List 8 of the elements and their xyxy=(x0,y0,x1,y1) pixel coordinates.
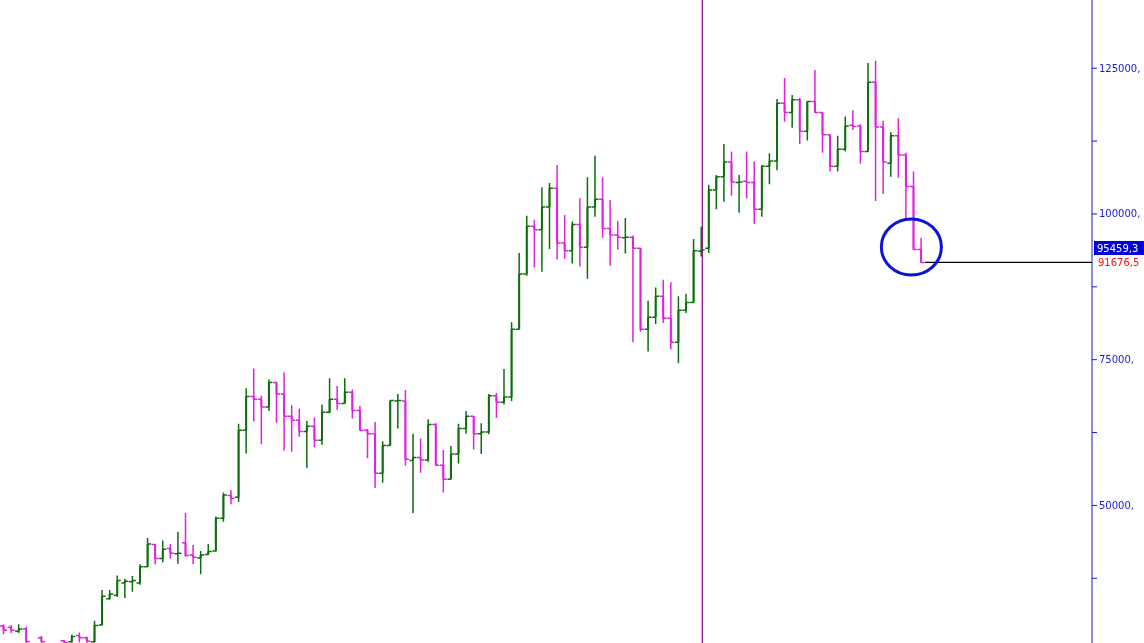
y-tick-label: 125000, xyxy=(1099,62,1141,74)
y-tick-label: 50000, xyxy=(1099,499,1134,511)
candlestick xyxy=(434,422,437,467)
ref-line-label: 91676,5 xyxy=(1098,257,1140,269)
y-tick-label: 75000, xyxy=(1099,354,1134,366)
candlestick xyxy=(389,399,392,447)
text: 95459,3 xyxy=(1097,243,1139,254)
y-tick-label: 100000, xyxy=(1099,208,1141,220)
